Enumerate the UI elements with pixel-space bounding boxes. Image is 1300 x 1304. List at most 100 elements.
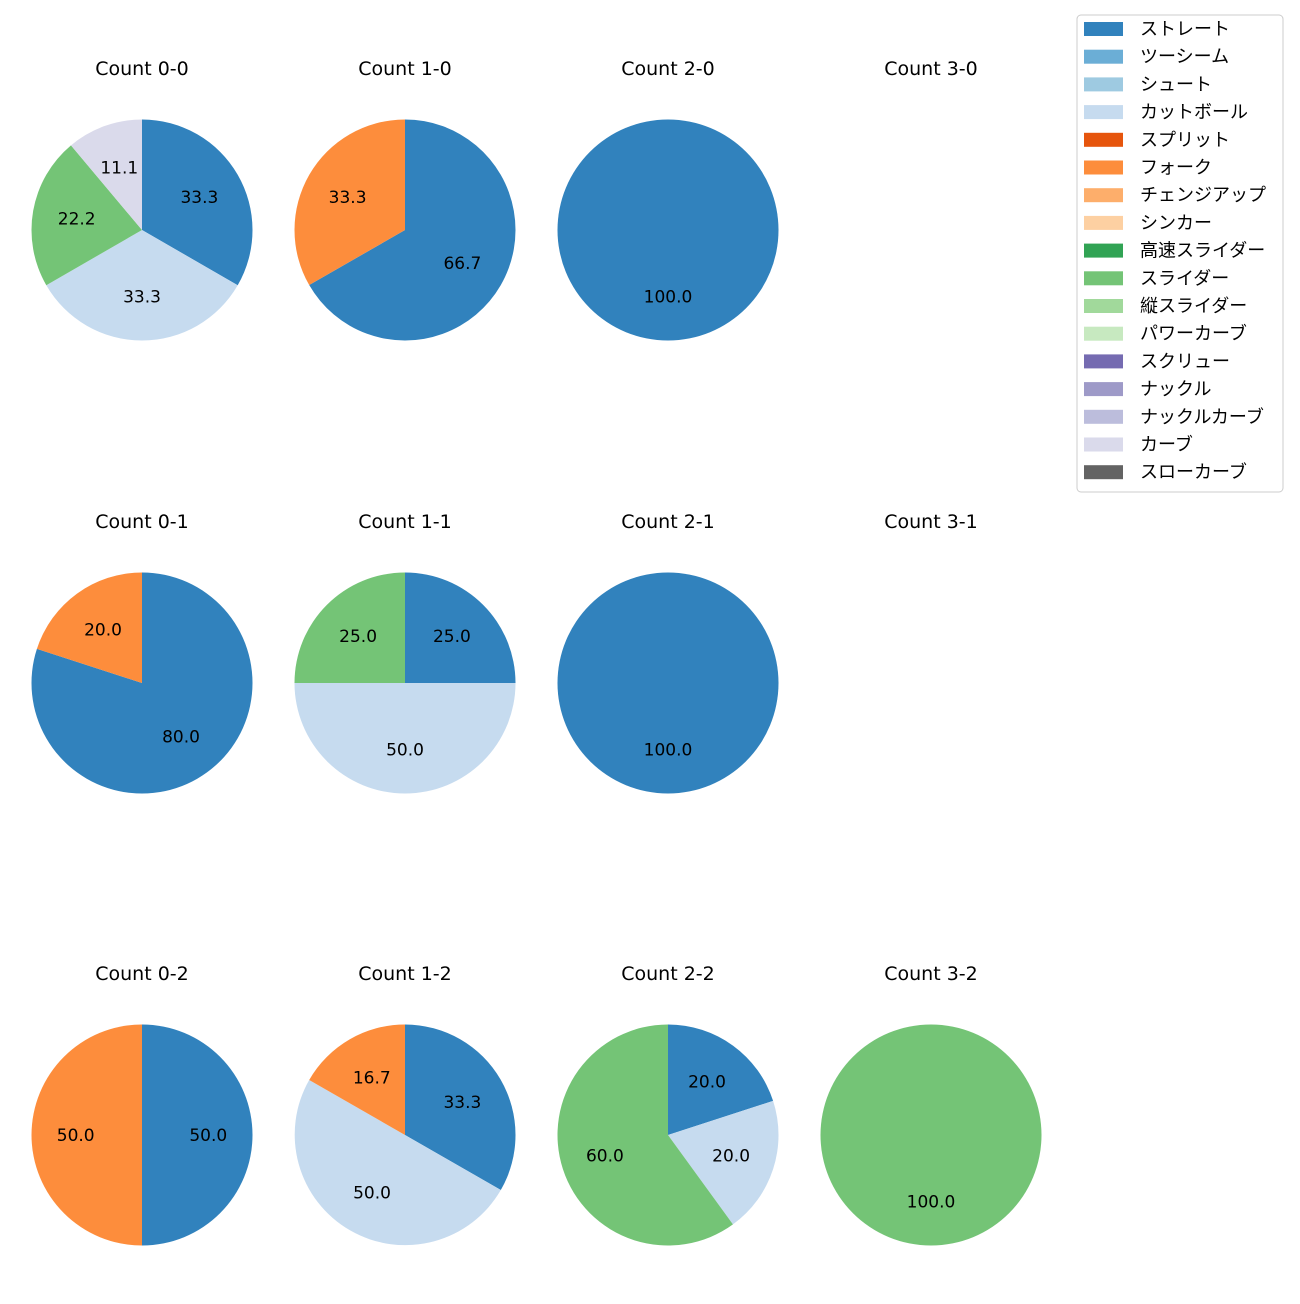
pie-panel-count-1-1: Count 1-1 25.0 50.0 25.0 xyxy=(294,511,516,794)
legend-item-ナックルカーブ: ナックルカーブ xyxy=(1084,406,1264,428)
panel-title: Count 3-2 xyxy=(884,963,978,985)
legend-label: シンカー xyxy=(1140,213,1212,234)
panel-title: Count 1-0 xyxy=(358,58,452,80)
pie-label-count-1-2-カットボール: 50.0 xyxy=(353,1184,391,1204)
legend-label: カットボール xyxy=(1140,102,1248,123)
legend-label: パワーカーブ xyxy=(1140,323,1247,345)
pie-slice-count-0-0-カーブ xyxy=(70,119,142,230)
legend-item-カーブ: カーブ xyxy=(1084,434,1193,456)
pie-slice-count-0-1-フォーク xyxy=(36,572,142,683)
pie-label-count-0-1-ストレート: 80.0 xyxy=(162,728,200,748)
legend-label: スローカーブ xyxy=(1140,461,1247,483)
pie-label-count-2-2-スライダー: 60.0 xyxy=(586,1147,624,1167)
pie-label-count-1-1-カットボール: 50.0 xyxy=(386,740,424,760)
legend-item-フォーク: フォーク xyxy=(1084,158,1212,179)
legend-item-カットボール: カットボール xyxy=(1084,102,1248,123)
panel-title: Count 0-2 xyxy=(95,963,189,985)
legend-swatch xyxy=(1084,299,1123,313)
legend-item-ナックル: ナックル xyxy=(1084,379,1211,400)
panels-layer: Count 0-0 33.3 33.3 22.2 11.1 Count 1-0 66.7 33… xyxy=(31,58,1042,1246)
legend-swatch xyxy=(1084,409,1123,424)
pie-panel-count-2-2: Count 2-2 20.0 20.0 60.0 xyxy=(557,963,779,1246)
legend-swatch xyxy=(1084,77,1123,92)
legend-item-ツーシーム: ツーシーム xyxy=(1084,47,1229,68)
legend-item-シンカー: シンカー xyxy=(1084,213,1212,234)
panel-title: Count 1-2 xyxy=(358,963,452,985)
pie-slice-count-2-2-ストレート xyxy=(668,1024,774,1135)
pie-panel-count-3-1: Count 3-1 xyxy=(884,511,978,533)
legend-label: ツーシーム xyxy=(1140,47,1229,68)
pie-label-count-0-0-ストレート: 33.3 xyxy=(180,188,218,208)
pie-panel-count-2-1: Count 2-1 100.0 xyxy=(557,511,779,794)
legend-item-チェンジアップ: チェンジアップ xyxy=(1084,185,1266,206)
legend-label: ストレート xyxy=(1140,19,1230,40)
pie-slice-count-1-2-ストレート xyxy=(405,1024,516,1191)
legend-swatch xyxy=(1084,215,1123,230)
legend-label: スプリット xyxy=(1140,130,1230,151)
pie-slice-count-0-2-フォーク xyxy=(31,1024,143,1246)
legend-label: 高速スライダー xyxy=(1140,241,1265,262)
pie-panel-count-1-2: Count 1-2 33.3 50.0 16.7 xyxy=(294,963,516,1246)
pie-slice-count-1-2-カットボール xyxy=(294,1079,501,1246)
pie-slice-count-3-2-スライダー xyxy=(820,1024,1042,1246)
pie-panel-count-0-0: Count 0-0 33.3 33.3 22.2 11.1 xyxy=(31,58,253,341)
legend-item-スライダー: スライダー xyxy=(1084,268,1229,289)
panel-title: Count 3-0 xyxy=(884,58,978,80)
pie-label-count-0-2-ストレート: 50.0 xyxy=(189,1126,227,1146)
pie-panel-count-1-0: Count 1-0 66.7 33.3 xyxy=(294,58,516,341)
pie-panel-count-3-2: Count 3-2 100.0 xyxy=(820,963,1042,1246)
panel-title: Count 2-0 xyxy=(621,58,715,80)
pie-label-count-0-0-カーブ: 11.1 xyxy=(100,159,138,179)
pie-panel-count-0-2: Count 0-2 50.0 50.0 xyxy=(31,963,253,1246)
pie-panel-count-2-0: Count 2-0 100.0 xyxy=(557,58,779,341)
panel-title: Count 2-2 xyxy=(621,963,715,985)
pie-slice-count-2-2-スライダー xyxy=(557,1024,733,1246)
legend-label: 縦スライダー xyxy=(1140,296,1247,317)
legend-item-縦スライダー: 縦スライダー xyxy=(1084,296,1247,317)
pie-slice-count-0-2-ストレート xyxy=(142,1024,253,1246)
legend-swatch xyxy=(1084,437,1123,452)
pie-label-count-2-2-カットボール: 20.0 xyxy=(712,1147,750,1167)
pie-slice-count-0-0-ストレート xyxy=(142,119,253,286)
pie-label-count-2-0-ストレート: 100.0 xyxy=(644,287,693,307)
pie-slice-count-1-2-フォーク xyxy=(309,1024,405,1135)
legend-label: フォーク xyxy=(1140,158,1212,179)
pie-label-count-0-0-カットボール: 33.3 xyxy=(123,287,161,307)
pie-slice-count-1-0-ストレート xyxy=(309,119,516,341)
pie-label-count-1-1-スライダー: 25.0 xyxy=(339,627,377,647)
legend-swatch xyxy=(1084,188,1123,203)
legend: ストレートツーシームシュートカットボールスプリットフォークチェンジアップシンカー… xyxy=(1076,14,1284,493)
pie-panel-count-3-0: Count 3-0 xyxy=(884,58,978,80)
legend-swatch xyxy=(1084,105,1123,120)
legend-item-スクリュー: スクリュー xyxy=(1084,351,1230,372)
legend-label: シュート xyxy=(1140,74,1212,95)
pie-label-count-0-1-フォーク: 20.0 xyxy=(84,620,122,640)
pie-slice-count-2-0-ストレート xyxy=(557,119,779,341)
legend-label: スクリュー xyxy=(1140,351,1230,372)
legend-swatch xyxy=(1084,382,1123,397)
pie-slice-count-1-1-ストレート xyxy=(405,572,516,683)
legend-swatch xyxy=(1084,132,1123,147)
pie-slice-count-0-0-スライダー xyxy=(31,145,142,286)
pie-slice-count-1-1-スライダー xyxy=(294,572,405,683)
pie-label-count-1-1-ストレート: 25.0 xyxy=(433,627,471,647)
legend-item-高速スライダー: 高速スライダー xyxy=(1084,241,1265,262)
panel-title: Count 0-0 xyxy=(95,58,189,80)
pie-panel-count-0-1: Count 0-1 80.0 20.0 xyxy=(31,511,253,794)
pie-slice-count-2-2-カットボール xyxy=(668,1100,779,1225)
legend-item-シュート: シュート xyxy=(1084,74,1212,95)
pie-label-count-3-2-スライダー: 100.0 xyxy=(907,1192,956,1212)
pie-label-count-1-2-ストレート: 33.3 xyxy=(443,1093,481,1113)
pie-slice-count-0-0-カットボール xyxy=(46,230,238,341)
panel-title: Count 1-1 xyxy=(358,511,452,533)
pie-label-count-2-2-ストレート: 20.0 xyxy=(688,1072,726,1092)
legend-item-パワーカーブ: パワーカーブ xyxy=(1084,323,1247,345)
legend-frame xyxy=(1076,14,1284,493)
legend-label: スライダー xyxy=(1140,268,1229,289)
pie-label-count-1-0-ストレート: 66.7 xyxy=(443,254,481,274)
pie-label-count-1-0-フォーク: 33.3 xyxy=(329,188,367,208)
legend-swatch xyxy=(1084,243,1123,258)
panel-title: Count 0-1 xyxy=(95,511,189,533)
